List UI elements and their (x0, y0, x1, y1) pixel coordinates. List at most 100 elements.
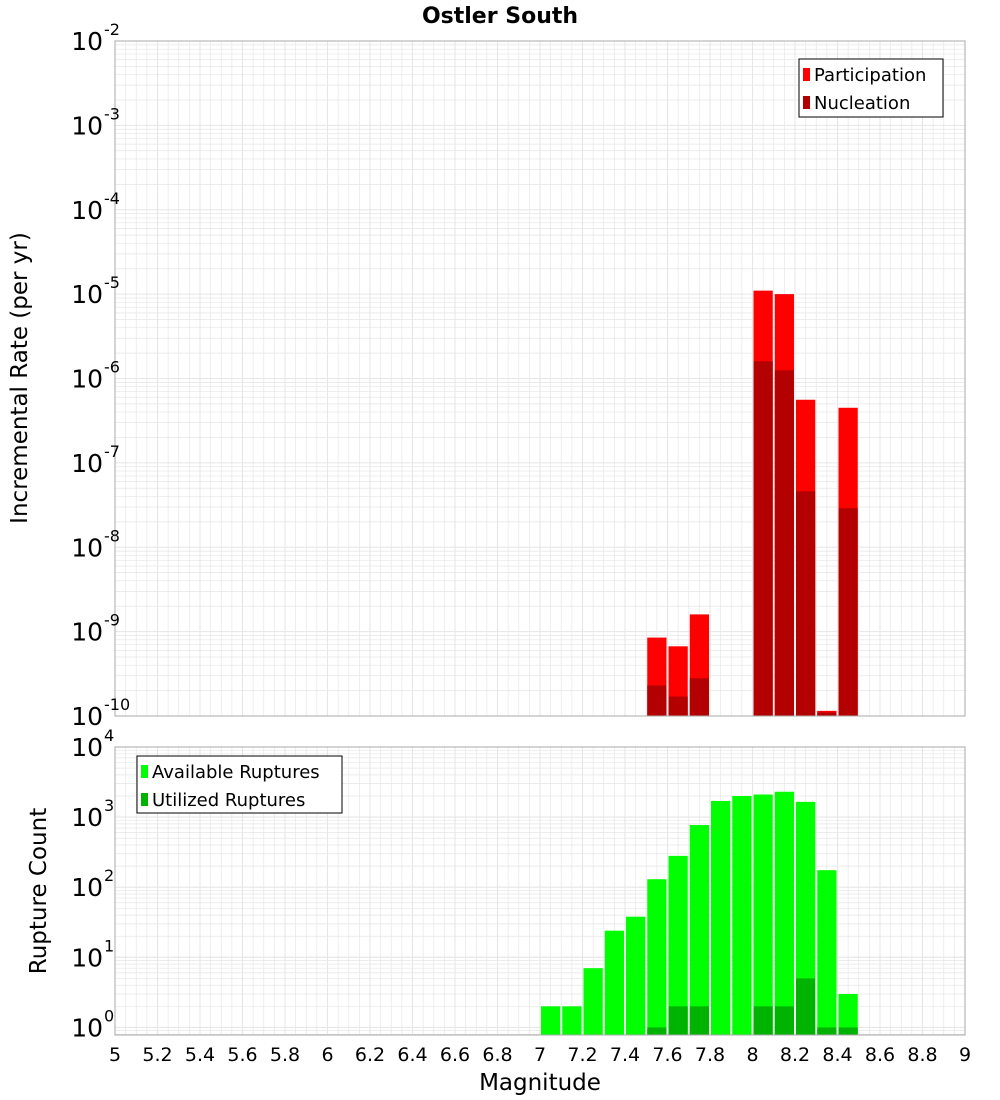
rate-y-axis-label: Incremental Rate (per yr) (7, 232, 33, 524)
nucleation-bar (689, 678, 709, 716)
nucleation-bar (753, 361, 773, 716)
available-ruptures-bar (668, 855, 688, 1035)
nucleation-bar (817, 712, 837, 716)
count-y-tick-label: 10 2 (71, 866, 114, 902)
x-tick-label: 6 (321, 1044, 333, 1066)
count-bars (541, 791, 858, 1035)
rate-y-tick-label: 10 -9 (71, 611, 120, 647)
nucleation-legend-swatch (803, 96, 810, 109)
rate-y-tick-base: 10 (71, 702, 103, 731)
participation-legend-label: Participation (814, 65, 926, 86)
count-legend-box (136, 755, 343, 814)
available-ruptures-bar (689, 825, 709, 1035)
available-legend-label: Available Ruptures (152, 762, 320, 783)
rate-legend: Participation Nucleation (798, 58, 944, 118)
x-tick-label: 8.2 (780, 1044, 810, 1066)
available-ruptures-bar (604, 930, 624, 1035)
rate-y-tick-base: 10 (71, 365, 103, 394)
nucleation-bar (647, 685, 667, 716)
count-y-tick-base: 10 (71, 803, 103, 832)
rate-y-tick-label: 10 -5 (71, 273, 120, 309)
count-y-tick-base: 10 (71, 733, 103, 762)
count-y-tick-exponent: 2 (104, 866, 114, 885)
x-axis-label: Magnitude (479, 1070, 601, 1096)
rate-y-tick-base: 10 (71, 111, 103, 140)
rate-plot-frame (114, 40, 966, 717)
x-tick-label: 6.4 (397, 1044, 427, 1066)
x-tick-label: 7.4 (610, 1044, 640, 1066)
x-tick-label: 5 (109, 1044, 121, 1066)
count-y-tick-label: 10 4 (71, 726, 114, 762)
x-tick-label: 6.2 (355, 1044, 385, 1066)
rate-y-tick-label: 10 -10 (71, 695, 130, 731)
rate-y-tick-base: 10 (71, 27, 103, 56)
x-tick-label: 7 (534, 1044, 546, 1066)
count-y-tick-base: 10 (71, 873, 103, 902)
count-y-tick-label: 10 0 (71, 1006, 114, 1042)
x-tick-label: 7.8 (695, 1044, 725, 1066)
utilized-legend-swatch (141, 793, 148, 806)
rate-y-tick-label: 10 -8 (71, 526, 120, 562)
nucleation-bar (838, 508, 858, 716)
x-tick-label: 5.8 (270, 1044, 300, 1066)
count-y-tick-exponent: 4 (104, 726, 114, 745)
rate-legend-box (798, 58, 944, 118)
nucleation-bar (774, 370, 794, 716)
rate-y-tick-exponent: -3 (104, 104, 120, 123)
available-ruptures-bar (711, 800, 731, 1035)
rate-y-tick-label: 10 -4 (71, 189, 120, 225)
nucleation-bar (796, 491, 816, 716)
rate-y-tick-label: 10 -3 (71, 104, 120, 140)
available-ruptures-bar (838, 993, 858, 1035)
utilized-ruptures-bar (647, 1027, 667, 1035)
count-y-axis-label: Rupture Count (26, 808, 52, 974)
x-tick-label: 7.6 (652, 1044, 682, 1066)
magnitude-x-ticks: 5 5.2 5.4 5.6 5.8 6 6.2 6.4 6.6 6.8 7 7.2 7.4 7.6 7.8 8… (109, 1044, 971, 1066)
count-y-tick-exponent: 3 (104, 796, 114, 815)
utilized-ruptures-bar (668, 1006, 688, 1035)
x-tick-label: 9 (959, 1044, 971, 1066)
x-tick-label: 8.4 (822, 1044, 852, 1066)
utilized-ruptures-bar (753, 1006, 773, 1035)
x-tick-label: 7.2 (567, 1044, 597, 1066)
available-ruptures-bar (817, 870, 837, 1035)
rate-y-tick-base: 10 (71, 533, 103, 562)
rate-y-tick-exponent: -7 (104, 442, 120, 461)
x-tick-label: 6.6 (440, 1044, 470, 1066)
rate-y-tick-exponent: -6 (104, 358, 120, 377)
rate-y-tick-exponent: -4 (104, 189, 120, 208)
utilized-ruptures-bar (838, 1027, 858, 1035)
rate-y-tick-label: 10 -2 (71, 20, 120, 56)
rate-y-tick-base: 10 (71, 196, 103, 225)
x-tick-label: 8 (746, 1044, 758, 1066)
rate-y-tick-exponent: -9 (104, 611, 120, 630)
utilized-ruptures-bar (774, 1006, 794, 1035)
rate-y-tick-exponent: -5 (104, 273, 120, 292)
rate-y-tick-base: 10 (71, 618, 103, 647)
available-ruptures-bar (541, 1006, 561, 1035)
x-tick-label: 8.8 (907, 1044, 937, 1066)
rate-y-tick-base: 10 (71, 280, 103, 309)
rate-y-tick-exponent: -10 (104, 695, 130, 714)
x-tick-label: 5.2 (142, 1044, 172, 1066)
rate-y-tick-label: 10 -6 (71, 358, 120, 394)
count-y-tick-exponent: 1 (104, 936, 114, 955)
count-y-tick-base: 10 (71, 943, 103, 972)
utilized-ruptures-bar (796, 978, 816, 1035)
x-tick-label: 8.6 (865, 1044, 895, 1066)
available-ruptures-bar (562, 1006, 582, 1035)
rate-y-tick-label: 10 -7 (71, 442, 120, 478)
nucleation-bar (668, 696, 688, 716)
count-legend: Available Ruptures Utilized Ruptures (136, 755, 343, 814)
available-ruptures-bar (796, 801, 816, 1035)
x-tick-label: 6.8 (482, 1044, 512, 1066)
participation-legend-swatch (803, 68, 810, 81)
utilized-ruptures-bar (817, 1027, 837, 1035)
count-grid (114, 746, 966, 1035)
utilized-legend-label: Utilized Ruptures (152, 790, 305, 811)
